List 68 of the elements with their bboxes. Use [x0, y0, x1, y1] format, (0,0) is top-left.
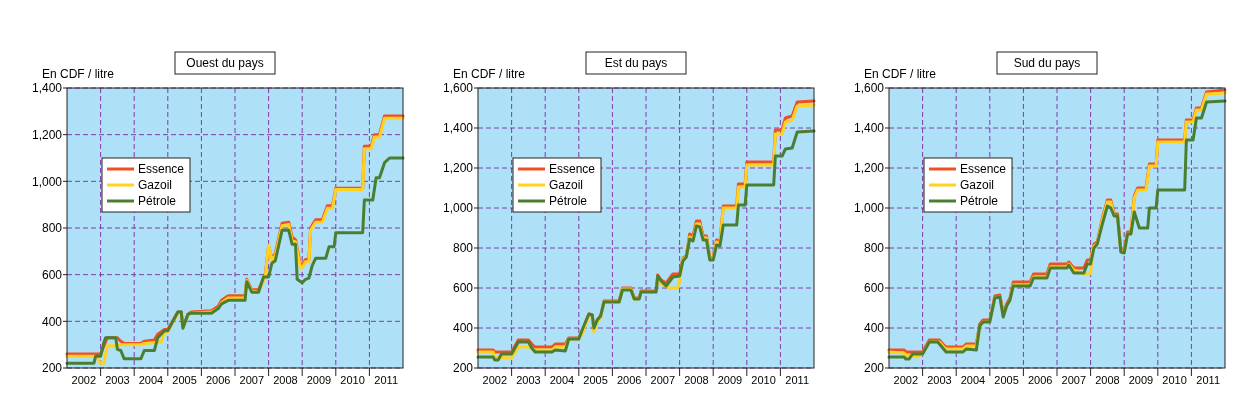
x-tick-label: 2008: [684, 374, 709, 386]
x-tick-label: 2003: [105, 374, 130, 386]
x-tick-label: 2006: [1027, 374, 1053, 386]
y-tick-label: 400: [863, 321, 885, 336]
x-tick-label: 2003: [516, 374, 541, 386]
y-axis-title: En CDF / litre: [42, 67, 115, 81]
y-tick-label: 1,400: [31, 81, 63, 96]
y-axis-title: En CDF / litre: [453, 67, 526, 81]
y-tick-label: 1,000: [853, 201, 885, 216]
y-tick-label: 400: [452, 321, 474, 336]
x-tick-label: 2005: [994, 374, 1019, 386]
y-tick-label: 800: [863, 241, 885, 256]
y-tick-label: 1,200: [442, 161, 474, 176]
x-tick-label: 2011: [374, 374, 399, 386]
y-tick-label: 800: [41, 221, 63, 236]
y-tick-label: 1,400: [853, 121, 885, 136]
legend-label: Essence: [960, 162, 1007, 177]
x-tick-label: 2011: [1196, 374, 1221, 386]
legend-label: Pétrole: [960, 194, 999, 209]
chart-title: Ouest du pays: [186, 56, 264, 71]
y-tick-label: 1,400: [442, 121, 474, 136]
legend-label: Gazoil: [549, 178, 584, 193]
y-tick-label: 600: [452, 281, 474, 296]
y-tick-label: 1,000: [31, 174, 63, 189]
x-tick-label: 2004: [960, 374, 986, 386]
y-tick-label: 400: [41, 314, 63, 329]
x-tick-label: 2004: [138, 374, 164, 386]
x-tick-label: 2002: [71, 374, 97, 386]
x-tick-label: 2003: [927, 374, 952, 386]
x-tick-label: 2011: [785, 374, 810, 386]
chart-title: Sud du pays: [1013, 56, 1081, 71]
x-tick-label: 2010: [751, 374, 776, 386]
legend-label: Essence: [549, 162, 596, 177]
y-tick-label: 800: [452, 241, 474, 256]
x-tick-label: 2006: [205, 374, 231, 386]
y-tick-label: 1,000: [442, 201, 474, 216]
x-tick-label: 2009: [717, 374, 743, 386]
y-tick-label: 1,600: [853, 81, 885, 96]
legend-label: Gazoil: [960, 178, 995, 193]
x-tick-label: 2009: [1128, 374, 1154, 386]
y-tick-label: 200: [41, 361, 63, 376]
y-tick-label: 600: [863, 281, 885, 296]
x-tick-label: 2005: [583, 374, 608, 386]
legend-label: Pétrole: [549, 194, 588, 209]
x-tick-label: 2004: [549, 374, 575, 386]
x-tick-label: 2010: [1162, 374, 1187, 386]
chart-title: Est du pays: [604, 56, 668, 71]
y-tick-label: 1,600: [442, 81, 474, 96]
x-tick-label: 2009: [306, 374, 332, 386]
y-tick-label: 200: [863, 361, 885, 376]
y-axis-title: En CDF / litre: [864, 67, 937, 81]
y-tick-label: 1,200: [853, 161, 885, 176]
y-tick-label: 600: [41, 267, 63, 282]
x-tick-label: 2007: [239, 374, 265, 386]
x-tick-label: 2006: [616, 374, 642, 386]
y-tick-label: 1,200: [31, 127, 63, 142]
legend-label: Gazoil: [138, 178, 173, 193]
legend-label: Pétrole: [138, 194, 177, 209]
x-tick-label: 2007: [1061, 374, 1087, 386]
x-tick-label: 2002: [482, 374, 508, 386]
x-tick-label: 2008: [1095, 374, 1120, 386]
legend-label: Essence: [138, 162, 185, 177]
x-tick-label: 2007: [650, 374, 676, 386]
x-tick-label: 2005: [172, 374, 197, 386]
x-tick-label: 2008: [273, 374, 298, 386]
x-tick-label: 2010: [340, 374, 365, 386]
y-tick-label: 200: [452, 361, 474, 376]
x-tick-label: 2002: [893, 374, 919, 386]
